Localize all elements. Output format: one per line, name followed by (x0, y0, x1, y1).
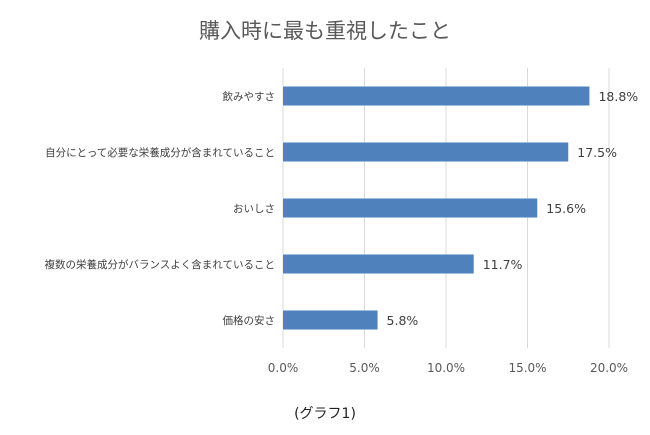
data-label: 15.6% (546, 201, 586, 216)
bar (283, 142, 569, 162)
x-tick-label: 0.0% (268, 361, 299, 375)
category-label: 複数の栄養成分がバランスよく含まれていること (45, 258, 275, 271)
bar (283, 254, 474, 274)
bar (283, 86, 590, 106)
chart-title: 購入時に最も重視したこと (199, 19, 451, 43)
data-label: 11.7% (483, 257, 523, 272)
x-tick-label: 20.0% (590, 361, 628, 375)
chart-caption: (グラフ1) (294, 406, 356, 422)
data-label: 5.8% (387, 313, 419, 328)
category-label: 自分にとって必要な栄養成分が含まれていること (45, 146, 275, 159)
data-label: 17.5% (577, 145, 617, 160)
bar (283, 310, 378, 330)
x-tick-label: 10.0% (427, 361, 465, 375)
x-tick-label: 5.0% (349, 361, 380, 375)
category-label: 飲みやすさ (223, 90, 276, 103)
x-tick-label: 15.0% (508, 361, 546, 375)
bar (283, 198, 538, 218)
category-label: おいしさ (233, 203, 275, 215)
category-label: 価格の安さ (223, 314, 276, 327)
data-label: 18.8% (598, 89, 638, 104)
